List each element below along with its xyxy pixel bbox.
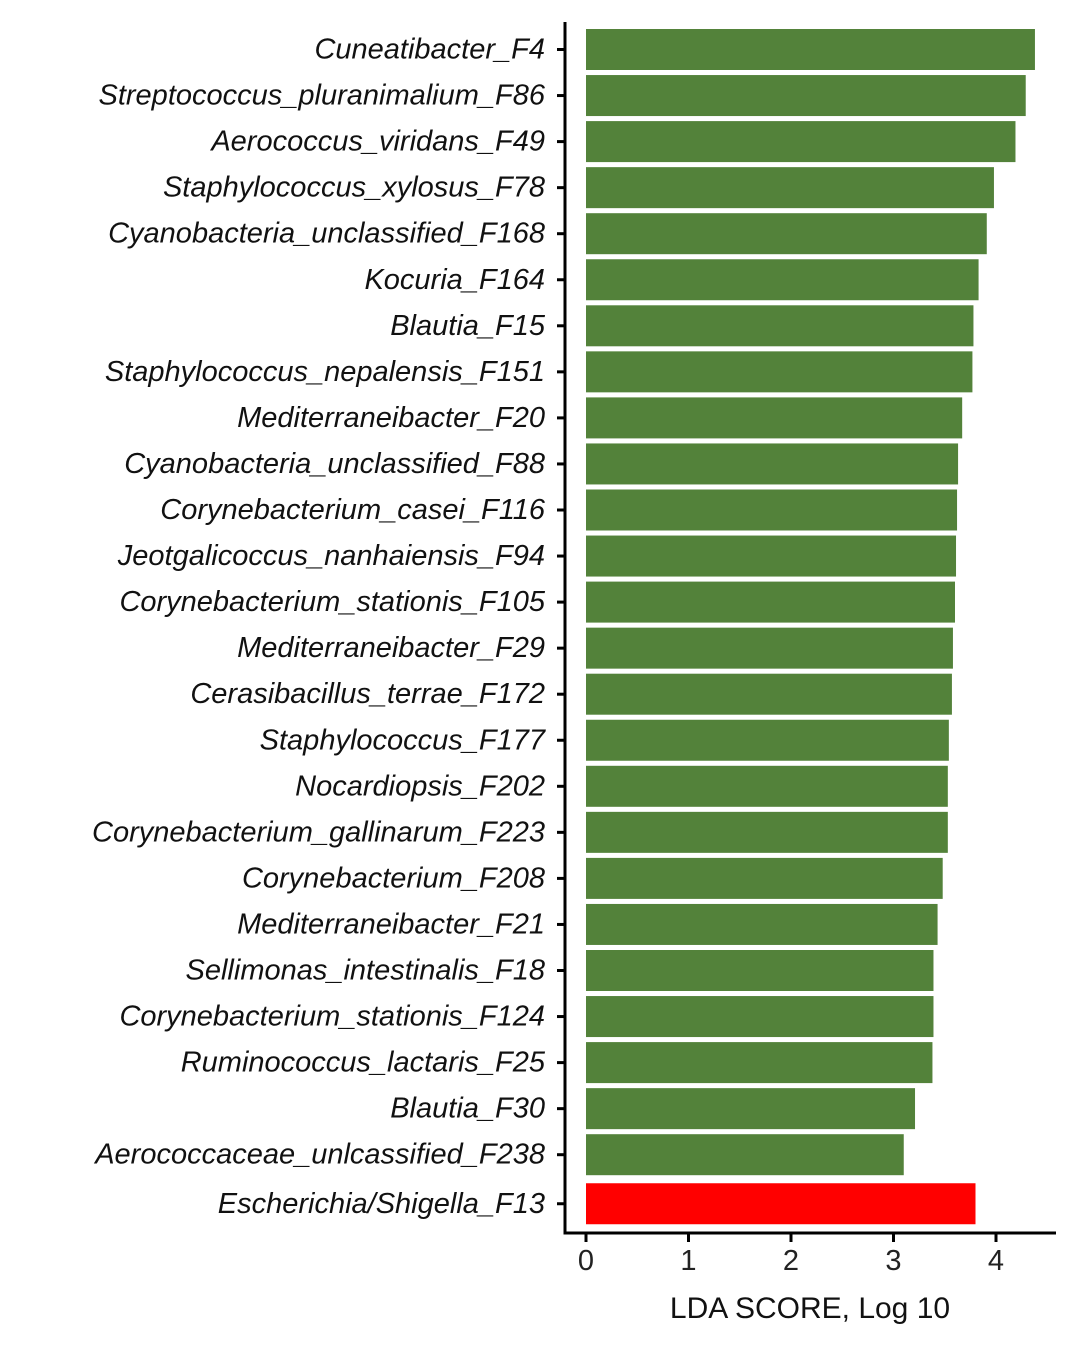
bar-22 [586, 996, 934, 1038]
category-label-15: Cerasibacillus_terrae_F172 [190, 678, 545, 710]
category-label-24: Blautia_F30 [390, 1093, 545, 1125]
bar-20 [586, 903, 938, 945]
bar-17 [586, 765, 948, 807]
bar-16 [586, 719, 949, 761]
bars-layer [586, 29, 1035, 1225]
x-tick-label-4: 4 [988, 1245, 1004, 1277]
x-tick-label-3: 3 [885, 1245, 901, 1277]
bar-14 [586, 627, 953, 669]
axes: 0 1 2 3 4 [557, 22, 1056, 1277]
x-tick-label-0: 0 [578, 1245, 594, 1277]
category-label-21: Sellimonas_intestinalis_F18 [186, 955, 545, 987]
category-label-13: Corynebacterium_stationis_F105 [119, 586, 545, 618]
category-label-17: Nocardiopsis_F202 [295, 770, 545, 802]
bar-26 [586, 1183, 976, 1225]
category-label-4: Staphylococcus_xylosus_F78 [163, 172, 545, 204]
bar-2 [586, 75, 1026, 117]
bar-4 [586, 167, 994, 209]
category-label-16: Staphylococcus_F177 [260, 724, 547, 756]
bar-18 [586, 811, 948, 853]
category-label-3: Aerococcus_viridans_F49 [209, 126, 545, 158]
bar-6 [586, 259, 979, 301]
bar-13 [586, 581, 955, 623]
x-axis-title: LDA SCORE, Log 10 [670, 1292, 950, 1325]
category-label-25: Aerococcaceae_unlcassified_F238 [93, 1139, 545, 1171]
category-label-26: Escherichia/Shigella_F13 [218, 1188, 545, 1220]
bar-15 [586, 673, 952, 715]
category-label-22: Corynebacterium_stationis_F124 [119, 1001, 545, 1033]
bar-11 [586, 489, 958, 531]
bar-12 [586, 535, 957, 577]
category-label-8: Staphylococcus_nepalensis_F151 [105, 356, 545, 388]
category-label-23: Ruminococcus_lactaris_F25 [181, 1047, 546, 1079]
category-label-11: Corynebacterium_casei_F116 [160, 494, 546, 526]
category-label-20: Mediterraneibacter_F21 [237, 908, 545, 940]
category-label-18: Corynebacterium_gallinarum_F223 [92, 816, 545, 848]
bar-24 [586, 1088, 916, 1130]
category-label-10: Cyanobacteria_unclassified_F88 [124, 448, 545, 480]
bar-10 [586, 443, 959, 485]
category-label-5: Cyanobacteria_unclassified_F168 [108, 218, 545, 250]
category-label-7: Blautia_F15 [390, 310, 546, 342]
category-labels: Cuneatibacter_F4 Streptococcus_pluranimal… [92, 34, 547, 1220]
bar-21 [586, 950, 934, 991]
bar-1 [586, 29, 1035, 70]
category-label-19: Corynebacterium_F208 [242, 862, 545, 894]
bar-5 [586, 213, 987, 255]
category-label-2: Streptococcus_pluranimalium_F86 [99, 80, 546, 112]
bar-19 [586, 857, 943, 899]
category-label-12: Jeotgalicoccus_nanhaiensis_F94 [117, 540, 545, 572]
x-tick-label-2: 2 [783, 1245, 799, 1277]
bar-8 [586, 351, 973, 393]
x-tick-label-1: 1 [680, 1245, 696, 1277]
category-label-6: Kocuria_F164 [364, 264, 545, 296]
bar-3 [586, 121, 1016, 163]
bar-23 [586, 1042, 933, 1084]
bar-9 [586, 397, 963, 439]
category-label-9: Mediterraneibacter_F20 [237, 402, 545, 434]
category-label-14: Mediterraneibacter_F29 [237, 632, 545, 664]
bar-7 [586, 305, 974, 347]
category-label-1: Cuneatibacter_F4 [314, 34, 545, 66]
bar-25 [586, 1134, 904, 1176]
